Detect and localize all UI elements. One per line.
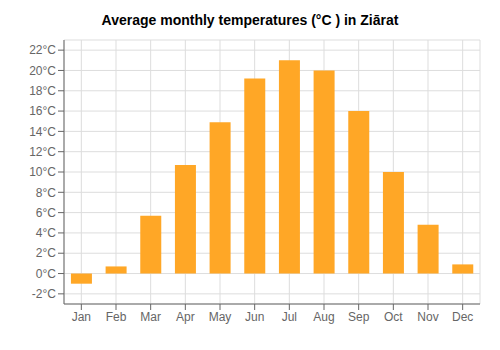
svg-text:Mar: Mar	[140, 310, 161, 324]
svg-text:Apr: Apr	[176, 310, 195, 324]
svg-text:22°C: 22°C	[29, 43, 56, 57]
svg-text:Oct: Oct	[384, 310, 403, 324]
svg-text:Jul: Jul	[282, 310, 297, 324]
svg-text:Nov: Nov	[417, 310, 438, 324]
svg-text:20°C: 20°C	[29, 64, 56, 78]
svg-text:Sep: Sep	[348, 310, 370, 324]
svg-text:10°C: 10°C	[29, 165, 56, 179]
svg-text:16°C: 16°C	[29, 104, 56, 118]
svg-text:2°C: 2°C	[36, 246, 56, 260]
svg-text:8°C: 8°C	[36, 186, 56, 200]
svg-text:14°C: 14°C	[29, 125, 56, 139]
svg-text:-2°C: -2°C	[32, 287, 56, 301]
svg-text:Dec: Dec	[452, 310, 473, 324]
svg-text:May: May	[209, 310, 232, 324]
svg-text:4°C: 4°C	[36, 226, 56, 240]
svg-text:18°C: 18°C	[29, 84, 56, 98]
svg-text:0°C: 0°C	[36, 267, 56, 281]
svg-text:12°C: 12°C	[29, 145, 56, 159]
svg-text:Jun: Jun	[245, 310, 264, 324]
svg-text:6°C: 6°C	[36, 206, 56, 220]
html-text:Average monthly temperatures (: Average monthly temperatures (°C ) in Zi…	[101, 12, 399, 28]
svg-text:Aug: Aug	[313, 310, 334, 324]
svg-text:Feb: Feb	[106, 310, 127, 324]
svg-text:Jan: Jan	[72, 310, 91, 324]
